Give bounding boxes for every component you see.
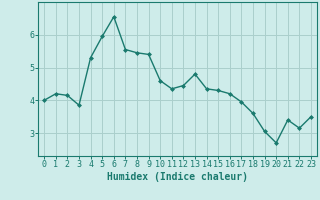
X-axis label: Humidex (Indice chaleur): Humidex (Indice chaleur) xyxy=(107,172,248,182)
